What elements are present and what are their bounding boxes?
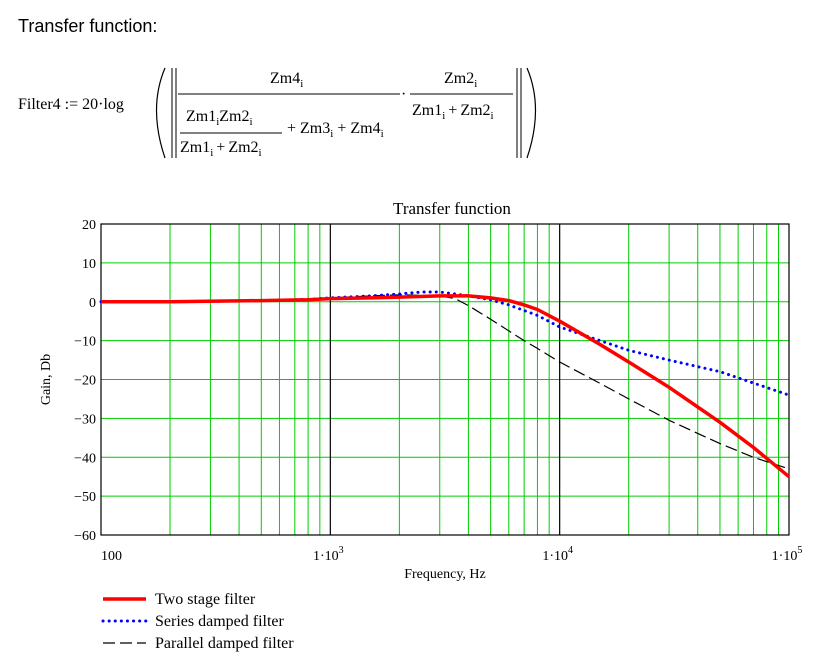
y-tick-label: −20 (74, 374, 96, 389)
multiply-dot: · (401, 86, 406, 103)
y-tick-labels: 20 10 0 −10 −20 −30 −40 −50 −60 (74, 218, 96, 544)
x-axis-label: Frequency, Hz (404, 567, 486, 582)
y-axis-label: Gain, Db (39, 354, 54, 405)
x-tick-label: 100 (101, 549, 122, 564)
svg-text:Zm4i: Zm4i (270, 70, 303, 90)
x-tick-label: 1·105 (772, 545, 803, 564)
legend: Two stage filter Series damped filter Para… (101, 591, 294, 652)
plot-frame (100, 223, 790, 536)
y-tick-label: 10 (82, 257, 96, 272)
page-heading: Transfer function: (18, 16, 158, 36)
x-tick-label: 1·103 (313, 545, 344, 564)
transfer-function-formula: Filter4 := 20·log Zm4i Zm1iZm2i Zm1i + Zm2… (18, 67, 537, 159)
series-lines (99, 290, 791, 479)
y-tick-label: −50 (74, 490, 96, 505)
svg-text:Zm1i+Zm2i: Zm1i + Zm2i (180, 139, 262, 159)
y-tick-label: −60 (74, 529, 96, 544)
legend-label: Two stage filter (155, 591, 256, 608)
y-tick-label: −40 (74, 451, 96, 466)
zm4-term: Zm4 (270, 70, 300, 87)
svg-text:Zm1iZm2i: Zm1iZm2i (186, 108, 253, 128)
chart-title: Transfer function (393, 199, 511, 218)
series-line-parallel-damped-filter (101, 294, 790, 470)
left-paren (155, 67, 166, 159)
y-tick-label: −30 (74, 412, 96, 427)
x-tick-label: 1·104 (542, 545, 573, 564)
legend-label: Parallel damped filter (155, 635, 294, 652)
y-tick-label: 0 (89, 296, 96, 311)
grid (101, 223, 789, 536)
svg-text:Zm2i: Zm2i (444, 70, 477, 90)
right-paren (526, 67, 537, 159)
legend-label: Series damped filter (155, 613, 285, 630)
decade-lines (329, 224, 561, 535)
svg-text:Zm1i+Zm2i: Zm1i + Zm2i (412, 102, 494, 122)
y-tick-label: −10 (74, 335, 96, 350)
series-line-two-stage-filter (101, 294, 791, 479)
formula-lhs: Filter4 := 20·log (18, 96, 124, 113)
svg-text:+Zm3i+Zm4i: + Zm3i + Zm4i (287, 120, 384, 140)
x-tick-labels: 100 1·103 1·104 1·105 (101, 545, 802, 564)
y-tick-label: 20 (82, 218, 96, 233)
